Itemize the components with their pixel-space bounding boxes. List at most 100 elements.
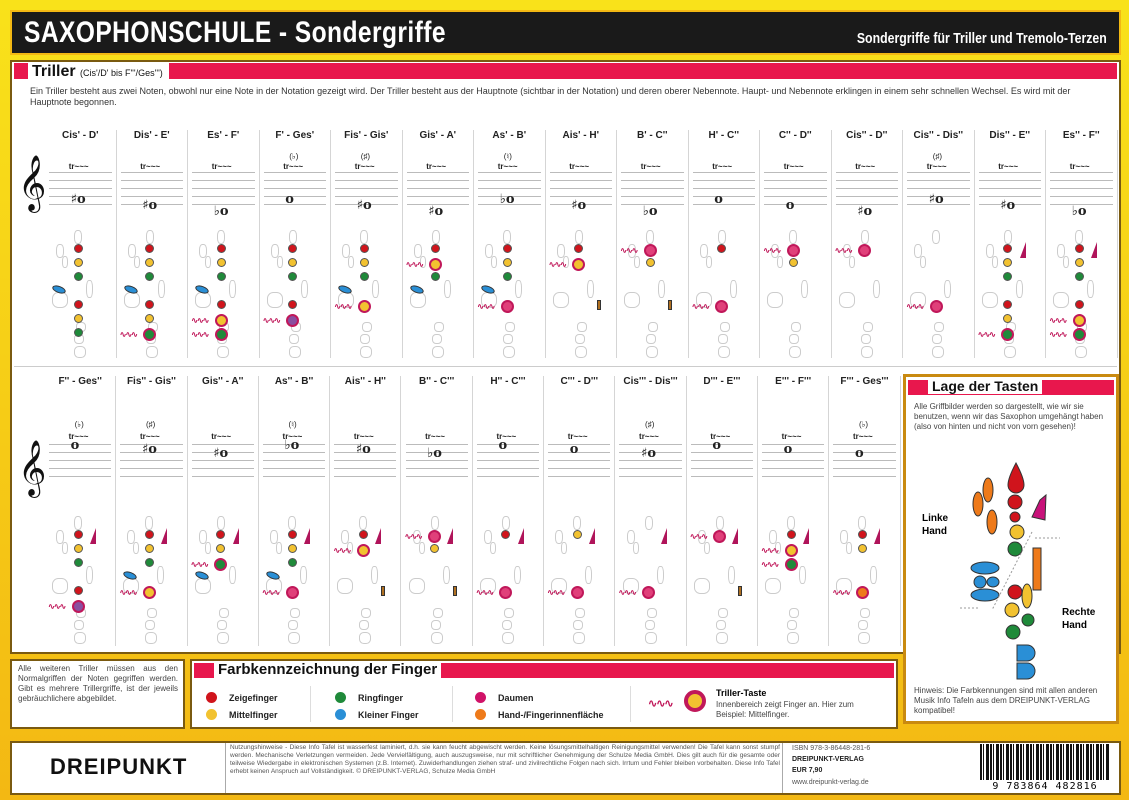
inactive-key <box>418 542 425 554</box>
side-key-icon <box>232 528 239 544</box>
side-key-icon <box>660 528 667 544</box>
music-staff <box>548 444 611 478</box>
legend-marker <box>194 663 208 678</box>
inactive-key <box>133 256 140 268</box>
inactive-key <box>432 608 443 618</box>
inactive-key <box>290 608 301 618</box>
isbn: ISBN 978-3-86448-281-6 <box>792 745 871 752</box>
inactive-key <box>556 244 565 258</box>
inactive-key <box>145 632 158 644</box>
inactive-key <box>860 608 871 618</box>
trill-mark: tr~~~ <box>852 432 873 441</box>
finger-key-icon <box>73 314 83 323</box>
inactive-key <box>991 256 998 268</box>
trill-wave-icon: ∿∿∿ <box>48 602 66 611</box>
inactive-key <box>632 542 639 554</box>
trill-wave-icon: ∿∿∿ <box>477 302 495 311</box>
side-key-icon <box>161 528 168 544</box>
inactive-key <box>789 608 800 618</box>
inactive-key <box>1053 292 1070 308</box>
trill-interval-label: H'' - C''' <box>490 376 526 387</box>
side-key-icon <box>803 528 810 544</box>
trill-key-wave-icon: ∿∿∿ <box>648 698 674 710</box>
title-bar: SAXOPHONSCHULE - Sondergriffe Sondergrif… <box>10 10 1121 55</box>
inactive-key <box>848 256 855 268</box>
fingering-diagram: ∿∿∿ <box>333 516 395 646</box>
inactive-key <box>74 230 83 244</box>
note-symbol: ♯o <box>213 446 229 461</box>
inactive-key <box>359 632 372 644</box>
trill-key-finger-key-icon <box>929 300 943 313</box>
optional-accidental: (♭) <box>289 152 299 161</box>
side-palm-key-icon <box>596 300 601 310</box>
right-hand-label: Rechte Hand <box>1062 607 1096 631</box>
fingering-diagram: ∿∿∿ <box>835 230 897 360</box>
trill-mark: tr~~~ <box>497 162 518 171</box>
treble-clef-icon: 𝄞 <box>18 155 47 211</box>
trill-interval-label: B'' - C''' <box>419 376 455 387</box>
inactive-key <box>872 280 880 298</box>
trill-wave-icon: ∿∿∿ <box>191 316 209 325</box>
trill-interval-label: D''' - E''' <box>703 376 741 387</box>
trill-wave-icon: ∿∿∿ <box>691 302 710 311</box>
trill-mark: tr~~~ <box>569 162 590 171</box>
inactive-key <box>628 244 637 258</box>
inactive-key <box>1087 280 1095 298</box>
website: www.dreipunkt-verlag.de <box>792 779 869 786</box>
trill-mark: tr~~~ <box>139 432 160 441</box>
inactive-key <box>360 230 369 244</box>
fingering-diagram: ∿∿∿ <box>906 230 968 360</box>
legend-label: Hand-/Fingerinnenfläche <box>498 709 604 720</box>
note-symbol: ♭o <box>499 192 515 207</box>
inactive-key <box>199 244 208 258</box>
fingering-column: C''' - D''' tr~~~ o ∿∿∿ <box>544 376 616 646</box>
fingering-diagram: ∿∿∿ <box>262 516 324 646</box>
trill-key-finger-key-icon <box>357 300 371 313</box>
inactive-key <box>216 516 225 530</box>
legend-label: Zeigefinger <box>229 692 278 703</box>
inactive-key <box>658 280 666 298</box>
legend-divider <box>310 686 311 722</box>
note-symbol: o <box>285 192 294 207</box>
note-symbol: ♭o <box>642 204 658 219</box>
inactive-key <box>646 346 659 358</box>
inactive-key <box>270 530 279 544</box>
side-key-icon <box>589 528 596 544</box>
lage-hint: Hinweis: Die Farbkennungen sind mit alle… <box>914 686 1098 715</box>
finger-key-icon <box>145 314 155 323</box>
inactive-key <box>860 230 869 244</box>
music-staff <box>549 172 612 206</box>
inactive-key <box>717 346 730 358</box>
side-key-icon <box>517 528 524 544</box>
optional-accidental: (♮) <box>503 152 512 161</box>
inactive-key <box>932 334 943 344</box>
fingering-diagram: ∿∿∿ <box>263 230 325 360</box>
inactive-key <box>858 632 871 644</box>
inactive-key <box>573 620 584 630</box>
side-key-icon <box>304 528 311 544</box>
inactive-key <box>787 516 796 530</box>
inactive-key <box>419 256 426 268</box>
footer-panel <box>10 741 1121 795</box>
finger-key-icon <box>216 272 226 281</box>
inactive-key <box>693 578 710 594</box>
inactive-key <box>555 530 564 544</box>
trill-mark: tr~~~ <box>926 162 947 171</box>
row-divider <box>14 366 1117 367</box>
inactive-key <box>789 230 798 244</box>
inactive-key <box>932 230 941 244</box>
music-staff <box>49 172 112 206</box>
fingering-column: Gis'' - A'' tr~~~ ♯o ∿∿∿ <box>188 376 259 646</box>
finger-key-icon <box>717 244 727 253</box>
trill-interval-label: Gis' - A' <box>419 130 457 141</box>
fingering-diagram: ∿∿∿ <box>547 516 609 646</box>
finger-key-icon <box>287 544 297 553</box>
legend-item-thumb: Daumen <box>475 692 534 703</box>
inactive-key <box>775 542 782 554</box>
inactive-key <box>145 516 154 530</box>
trill-mark: tr~~~ <box>855 162 876 171</box>
inactive-key <box>362 322 373 332</box>
fingering-diagram: ∿∿∿ <box>334 230 396 360</box>
inactive-key <box>348 256 355 268</box>
inactive-key <box>622 578 639 594</box>
